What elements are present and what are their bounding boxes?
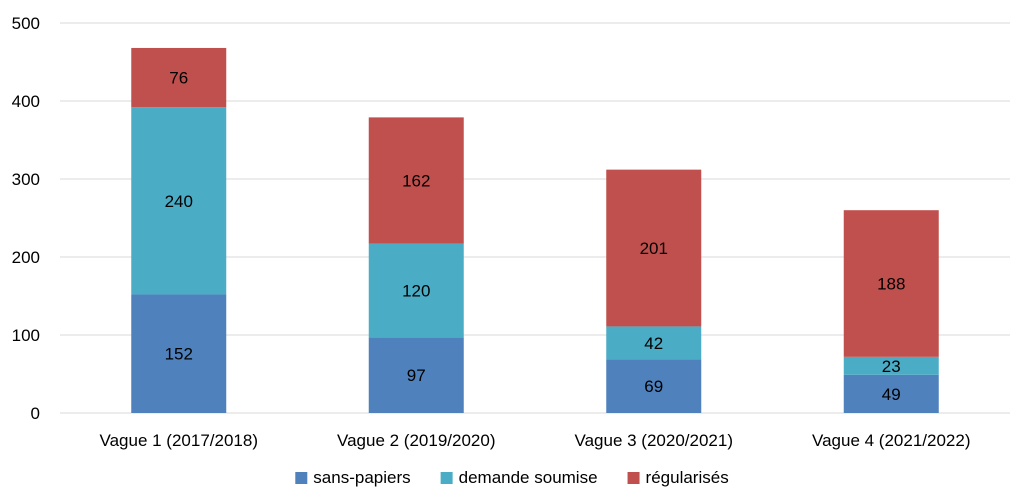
bar-segment	[131, 47, 227, 108]
data-label: 240	[165, 192, 193, 211]
data-label: 201	[640, 239, 668, 258]
data-label: 162	[402, 172, 430, 191]
bar-segment	[843, 374, 939, 413]
legend-swatch	[295, 472, 308, 484]
legend-swatch	[440, 472, 453, 484]
legend-swatch	[627, 472, 640, 484]
bar-segment	[843, 356, 939, 375]
y-tick-label: 200	[12, 248, 40, 267]
x-category-label: Vague 2 (2019/2020)	[337, 431, 495, 450]
data-label: 188	[877, 275, 905, 294]
bar-segment	[606, 359, 702, 413]
data-label: 69	[644, 377, 663, 396]
bar-segment	[368, 337, 464, 413]
data-label: 49	[882, 385, 901, 404]
legend-label: demande soumise	[459, 468, 598, 487]
legend-label: sans-papiers	[313, 468, 410, 487]
bar-segment	[606, 326, 702, 360]
x-category-label: Vague 1 (2017/2018)	[100, 431, 258, 450]
legend-label: régularisés	[646, 468, 729, 487]
data-label: 42	[644, 334, 663, 353]
data-label: 120	[402, 282, 430, 301]
y-axis: 0 100 200 300 400 500	[12, 14, 40, 423]
bar-segment	[843, 210, 939, 357]
x-axis: Vague 1 (2017/2018) Vague 2 (2019/2020) Va…	[100, 431, 971, 450]
y-tick-label: 400	[12, 92, 40, 111]
bar-segment	[606, 169, 702, 327]
y-tick-label: 300	[12, 170, 40, 189]
x-category-label: Vague 3 (2020/2021)	[575, 431, 733, 450]
bar-segment	[368, 117, 464, 244]
x-category-label: Vague 4 (2021/2022)	[812, 431, 970, 450]
bar-segment	[131, 294, 227, 413]
data-label: 97	[407, 366, 426, 385]
y-tick-label: 0	[31, 404, 40, 423]
y-tick-label: 100	[12, 326, 40, 345]
data-label: 76	[169, 69, 188, 88]
bars: 152 240 76 97 120 162 69 42 201 49 23 188	[131, 47, 939, 413]
legend: sans-papiers demande soumise régularisés	[295, 468, 729, 487]
bar-segment	[368, 243, 464, 338]
y-tick-label: 500	[12, 14, 40, 33]
bar-segment	[131, 107, 227, 295]
data-label: 152	[165, 345, 193, 364]
data-label: 23	[882, 357, 901, 376]
